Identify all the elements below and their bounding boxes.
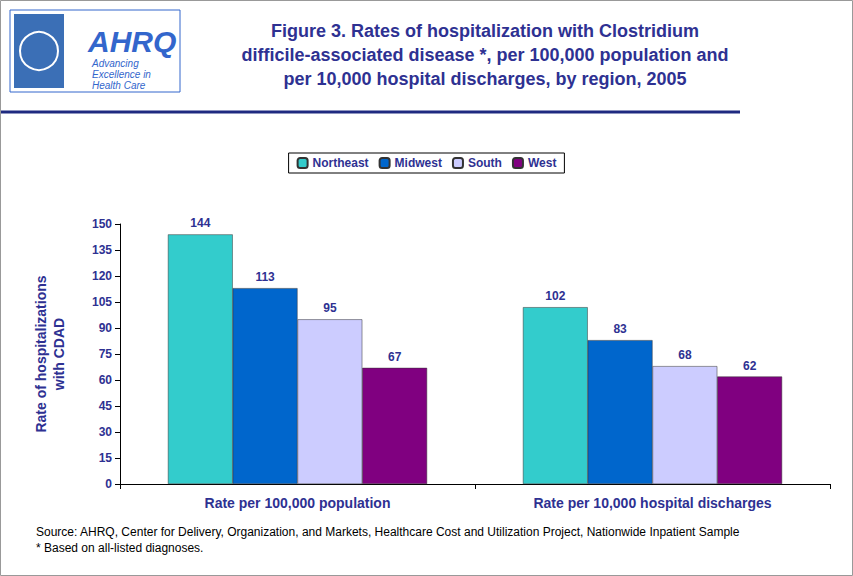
svg-text:15: 15: [99, 451, 113, 465]
svg-text:62: 62: [743, 359, 757, 373]
svg-text:0: 0: [105, 477, 112, 491]
svg-text:144: 144: [190, 216, 210, 230]
svg-text:AHRQ: AHRQ: [87, 25, 176, 58]
svg-text:75: 75: [99, 347, 113, 361]
svg-text:with CDAD: with CDAD: [51, 318, 67, 391]
svg-text:120: 120: [92, 269, 112, 283]
svg-text:Northeast: Northeast: [313, 156, 369, 170]
svg-text:60: 60: [99, 373, 113, 387]
svg-text:68: 68: [678, 348, 692, 362]
svg-text:102: 102: [545, 289, 565, 303]
svg-text:Advancing: Advancing: [91, 58, 139, 69]
svg-text:150: 150: [92, 217, 112, 231]
svg-text:Midwest: Midwest: [395, 156, 442, 170]
svg-text:difficile-associated disease *: difficile-associated disease *, per 100,…: [241, 45, 728, 65]
svg-text:135: 135: [92, 243, 112, 257]
svg-text:30: 30: [99, 425, 113, 439]
svg-text:Rate of hospitalizations: Rate of hospitalizations: [33, 275, 49, 432]
svg-text:105: 105: [92, 295, 112, 309]
svg-text:83: 83: [613, 322, 627, 336]
svg-text:South: South: [468, 156, 502, 170]
svg-text:Figure 3. Rates of hospitaliza: Figure 3. Rates of hospitalization with …: [271, 21, 699, 41]
svg-text:Excellence in: Excellence in: [92, 69, 151, 80]
svg-text:* Based on all-listed diagnose: * Based on all-listed diagnoses.: [36, 541, 203, 555]
svg-text:Rate per 100,000 population: Rate per 100,000 population: [205, 495, 391, 511]
svg-text:95: 95: [323, 301, 337, 315]
svg-text:90: 90: [99, 321, 113, 335]
svg-text:Health Care: Health Care: [92, 80, 146, 91]
svg-text:West: West: [528, 156, 556, 170]
svg-text:113: 113: [255, 270, 275, 284]
svg-text:per 10,000 hospital discharges: per 10,000 hospital discharges, by regio…: [283, 69, 686, 89]
svg-text:Source: AHRQ, Center for Deliv: Source: AHRQ, Center for Delivery, Organ…: [36, 525, 740, 539]
svg-text:45: 45: [99, 399, 113, 413]
svg-text:67: 67: [388, 350, 402, 364]
svg-text:Rate per 10,000 hospital disch: Rate per 10,000 hospital discharges: [533, 495, 771, 511]
